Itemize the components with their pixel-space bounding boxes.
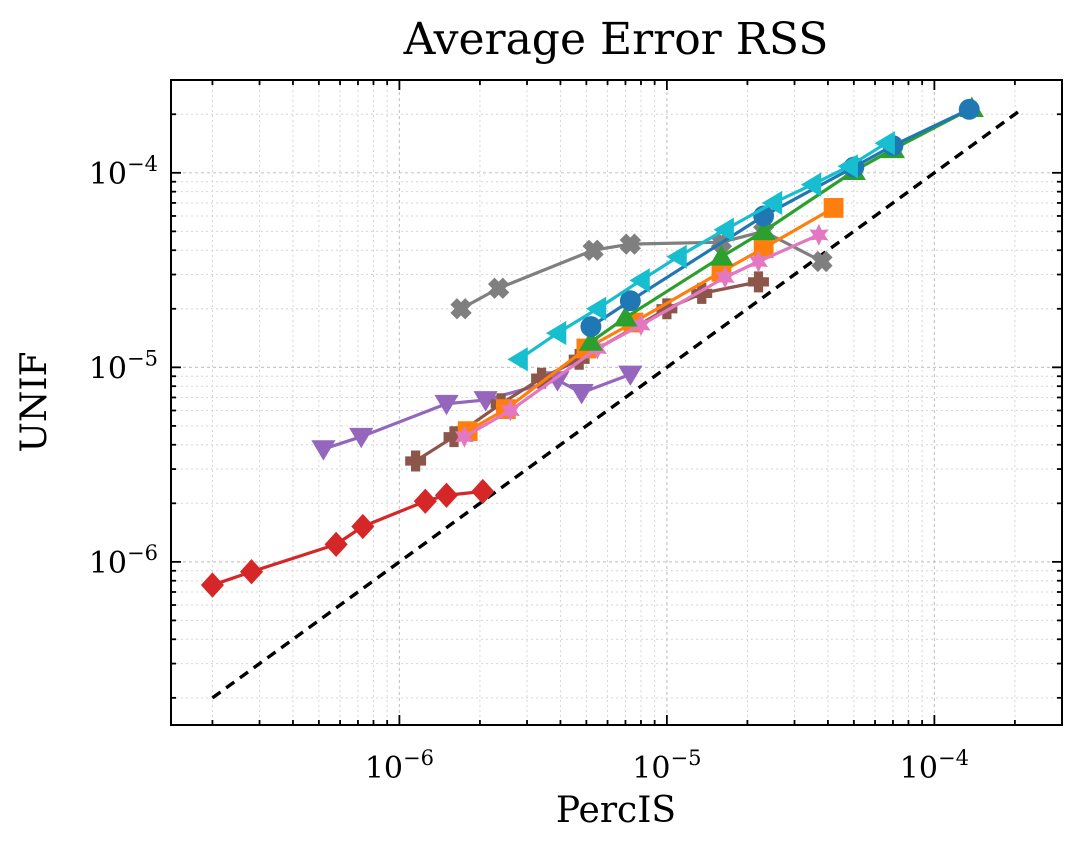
data-point	[613, 306, 638, 327]
data-point	[311, 440, 336, 461]
data-point	[837, 154, 858, 179]
data-point	[666, 244, 687, 269]
tick-labels: 10−6 10−5 10−4 10−6 10−5 10−4	[89, 152, 969, 786]
data-point	[580, 316, 602, 338]
data-point	[585, 296, 607, 321]
data-point	[748, 250, 769, 273]
data-point	[443, 426, 465, 448]
data-point	[545, 320, 567, 346]
data-point	[405, 450, 427, 472]
axis-ticks	[171, 80, 1062, 725]
data-point	[619, 290, 641, 312]
series-1	[200, 478, 495, 598]
y-tick-label: 10−5	[89, 346, 158, 386]
data-point	[434, 394, 459, 416]
data-point	[454, 425, 474, 448]
data-point	[471, 478, 495, 505]
data-point	[958, 98, 980, 120]
data-point	[823, 198, 844, 218]
reference-line	[211, 108, 1022, 700]
data-point	[751, 219, 776, 241]
data-point	[413, 488, 437, 514]
data-point	[631, 314, 651, 337]
data-point	[200, 572, 224, 598]
data-point	[800, 172, 822, 197]
series-9	[507, 131, 895, 372]
data-point	[349, 427, 374, 449]
reference-line-group	[211, 108, 1022, 700]
data-point	[569, 383, 594, 405]
data-point	[629, 268, 650, 293]
series-line	[590, 107, 970, 328]
data-point	[324, 531, 348, 558]
data-point	[450, 298, 472, 320]
data-point	[619, 233, 641, 255]
data-point	[239, 559, 264, 585]
data-point	[531, 367, 553, 389]
data-point	[351, 513, 375, 540]
data-point	[715, 266, 735, 289]
data-point	[488, 277, 510, 299]
x-tick-label: 10−5	[632, 746, 701, 786]
data-point	[691, 282, 713, 304]
data-point	[748, 271, 769, 293]
data-point	[434, 482, 459, 508]
series-2	[311, 365, 643, 461]
x-tick-label: 10−6	[365, 746, 434, 786]
data-point	[507, 347, 528, 372]
data-point	[713, 217, 734, 242]
series-line	[518, 141, 887, 361]
x-axis-label: PercIS	[556, 790, 676, 831]
data-point	[618, 365, 643, 386]
data-point	[874, 131, 895, 156]
series-8	[580, 98, 980, 338]
data-point	[761, 190, 783, 216]
data-point	[811, 250, 833, 273]
y-tick-label: 10−6	[89, 541, 158, 581]
y-tick-label: 10−4	[89, 152, 158, 192]
data-point	[568, 348, 590, 370]
data-point	[578, 330, 604, 351]
chart-title: Average Error RSS	[403, 14, 829, 65]
series-line	[590, 106, 973, 344]
series-4	[450, 220, 833, 320]
data-point	[809, 223, 829, 246]
y-axis-label: UNIF	[14, 351, 55, 452]
data-point	[582, 239, 604, 261]
data-point	[473, 391, 498, 412]
x-tick-label: 10−4	[900, 746, 969, 786]
data-point	[709, 245, 734, 266]
plot-frame	[170, 79, 1063, 726]
data-point	[500, 399, 520, 422]
series-group	[200, 96, 984, 598]
